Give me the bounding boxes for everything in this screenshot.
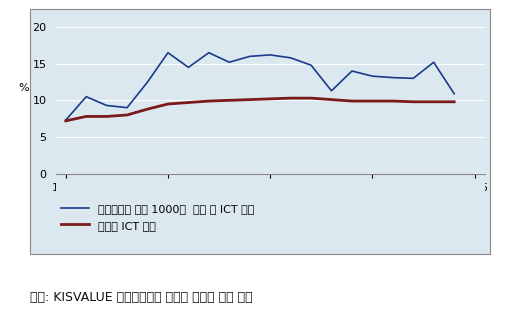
Text: 자료: KISVALUE 재무데이터를 이용해 저자가 직접 계산: 자료: KISVALUE 재무데이터를 이용해 저자가 직접 계산 [30,291,253,304]
Legend: 고용증가율 상위 1000대  기업 중 ICT 비중, 전체중 ICT 비중: 고용증가율 상위 1000대 기업 중 ICT 비중, 전체중 ICT 비중 [61,203,254,231]
Y-axis label: %: % [19,83,29,93]
